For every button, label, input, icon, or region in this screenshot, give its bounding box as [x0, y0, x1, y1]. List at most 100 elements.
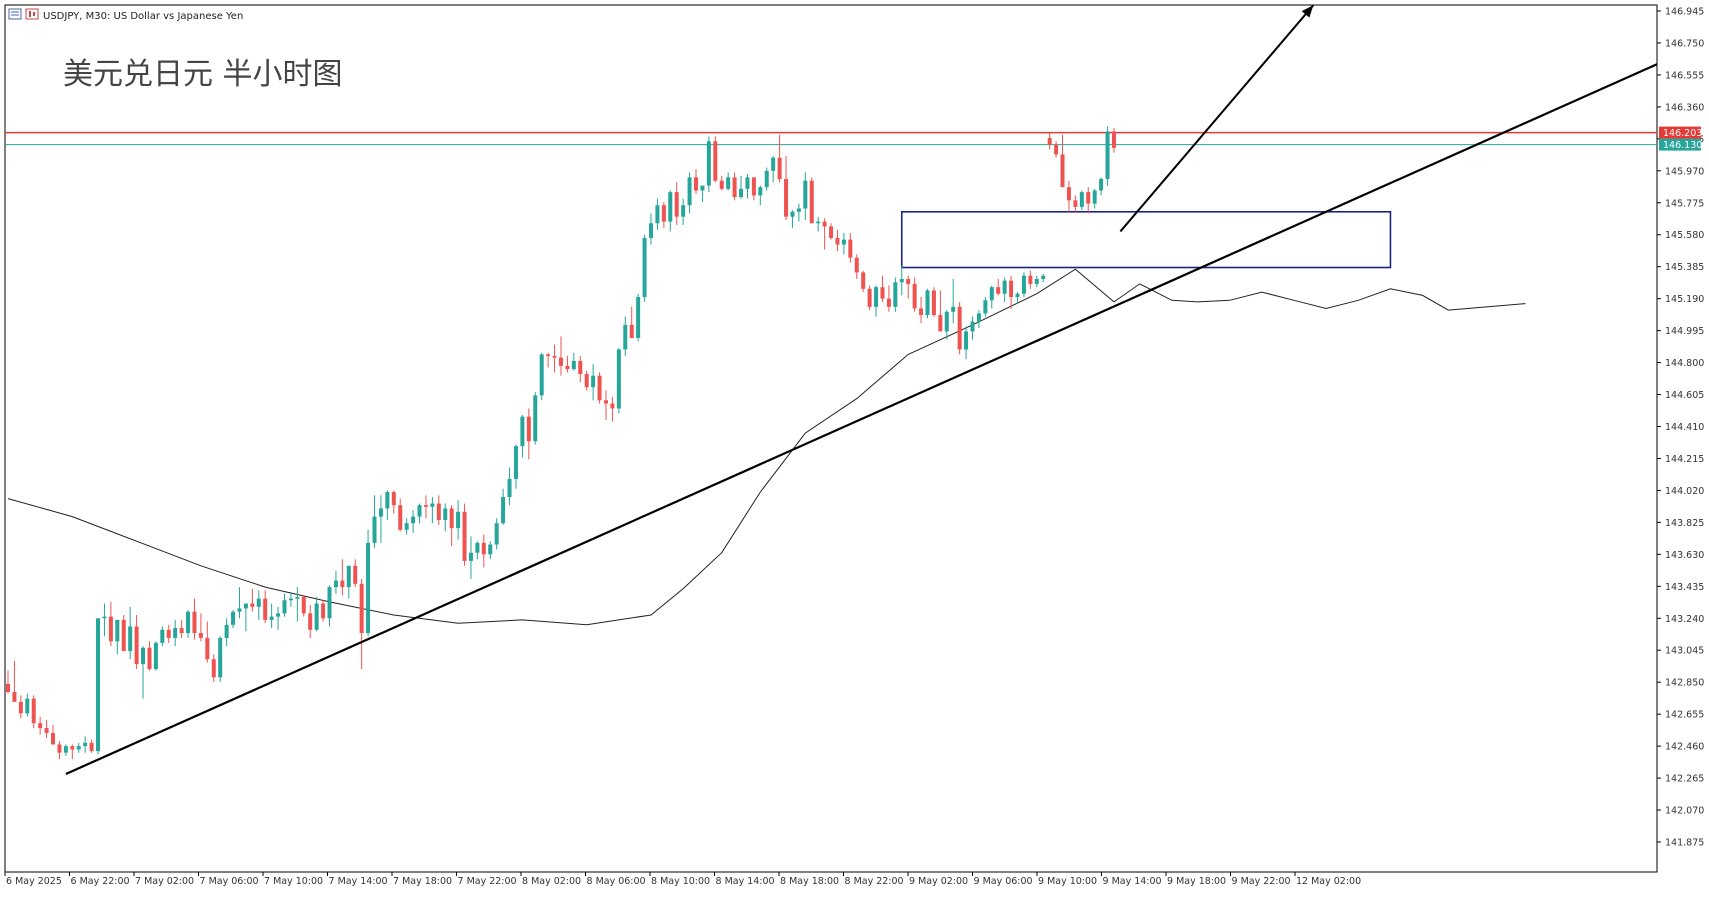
candle [1111, 128, 1116, 153]
candle [308, 605, 313, 638]
candle [1105, 126, 1110, 186]
moving-average-line [7, 268, 1526, 626]
price-tick-label: 144.020 [1665, 486, 1704, 497]
candle [353, 559, 358, 588]
candle [340, 559, 345, 596]
chart-menu-icon[interactable] [8, 8, 22, 20]
candle [321, 600, 326, 622]
time-tick-label: 7 May 10:00 [264, 876, 323, 887]
candle [706, 136, 711, 193]
candle [63, 744, 68, 756]
candle-body [211, 659, 216, 678]
candle-body [539, 354, 544, 396]
candle [153, 641, 158, 671]
price-tick-label: 141.875 [1665, 838, 1704, 849]
candle-body [134, 626, 139, 665]
candle [661, 201, 666, 229]
candle [186, 610, 191, 638]
candle [288, 592, 293, 607]
resistance-price-label: 146.203 [1659, 126, 1702, 139]
candle [102, 603, 107, 637]
candle [912, 277, 917, 312]
candle [128, 606, 133, 660]
current-price-label: 146.130 [1659, 138, 1702, 151]
candle [1060, 134, 1065, 188]
resistance-label-text: 146.203 [1663, 128, 1702, 139]
candle-body [63, 746, 68, 753]
candle [874, 285, 879, 317]
candle [886, 285, 891, 312]
candle [192, 598, 197, 640]
time-tick-label: 8 May 14:00 [716, 876, 775, 887]
candle-body [751, 177, 756, 196]
candle [1099, 177, 1104, 196]
candle [327, 585, 332, 627]
candle-body [295, 596, 300, 599]
candle-body [18, 701, 23, 714]
candle-body [841, 239, 846, 245]
candle-body [931, 290, 936, 316]
price-tick-label: 146.555 [1665, 70, 1704, 81]
candle [623, 316, 628, 357]
candle [147, 641, 152, 671]
candle [1054, 141, 1059, 158]
candle-body [141, 647, 146, 665]
candle-body [1066, 187, 1071, 201]
candle [346, 565, 351, 599]
candle-body [989, 287, 994, 301]
candle-body [655, 205, 660, 224]
candle [816, 216, 821, 232]
candle [134, 614, 139, 670]
candle [944, 310, 949, 340]
candle [449, 505, 454, 547]
candle [809, 177, 814, 224]
candle [764, 167, 769, 191]
candle [919, 297, 924, 324]
price-tick-label: 143.045 [1665, 646, 1704, 657]
time-tick-label: 8 May 06:00 [587, 876, 646, 887]
candle-body [623, 324, 628, 350]
candle [475, 541, 480, 560]
support-zone-box [900, 210, 1392, 269]
candle-body [333, 580, 338, 588]
symbol-title: USDJPY, M30: US Dollar vs Japanese Yen [43, 11, 243, 22]
candle [558, 336, 563, 376]
candle-body [906, 278, 911, 284]
candle [713, 136, 718, 183]
horizontal-lines [5, 131, 1657, 146]
candle [591, 364, 596, 401]
candle-body [250, 603, 255, 607]
candle-body [1073, 200, 1078, 207]
candle [385, 490, 390, 520]
candle-body [1111, 131, 1116, 148]
candle [76, 742, 81, 753]
price-tick-label: 142.655 [1665, 710, 1704, 721]
candle-body [121, 619, 126, 652]
candle-body [231, 611, 236, 625]
candle [89, 739, 94, 753]
candle-body [700, 185, 705, 191]
current-label-text: 146.130 [1663, 140, 1702, 151]
candle [1092, 188, 1097, 209]
candle [25, 693, 30, 717]
candle-body [578, 360, 583, 375]
candle-body [1009, 280, 1014, 298]
chart-header: USDJPY, M30: US Dollar vs Japanese Yen [8, 8, 243, 22]
candle-body [160, 629, 165, 643]
candle-body [970, 321, 975, 332]
candle [610, 396, 615, 422]
candle-body [886, 298, 891, 307]
candle-body [964, 331, 969, 350]
candle [899, 265, 904, 296]
candle-body [726, 177, 731, 189]
chart-type-icon[interactable] [25, 8, 39, 20]
candle-body [610, 403, 615, 409]
moving-average [7, 268, 1526, 626]
candle-body [301, 596, 306, 614]
candle [1066, 180, 1071, 212]
candle-body [96, 618, 101, 752]
candle [636, 293, 641, 342]
candle-body [462, 511, 467, 561]
